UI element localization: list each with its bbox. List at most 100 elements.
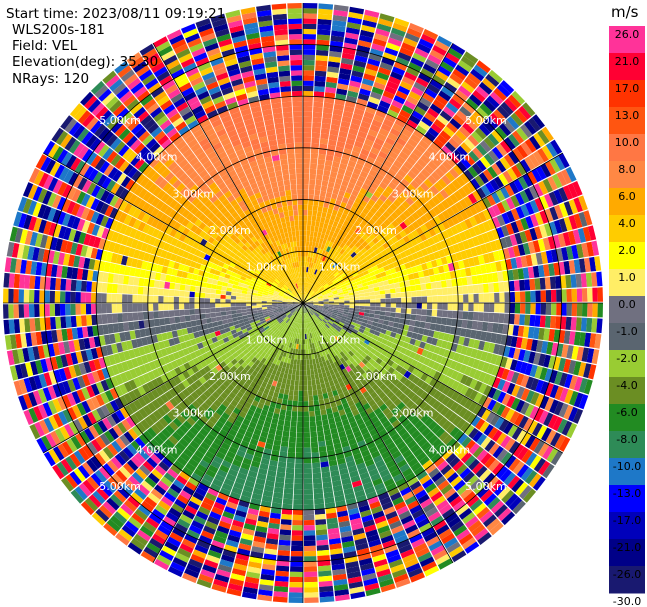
velocity-bin (308, 301, 314, 303)
velocity-bin (317, 565, 332, 572)
velocity-bin (365, 395, 373, 403)
velocity-bin (297, 406, 303, 412)
velocity-bin (548, 263, 555, 276)
velocity-bin (431, 438, 442, 449)
velocity-bin (326, 71, 339, 79)
velocity-bin (504, 292, 510, 303)
velocity-bin (529, 314, 536, 327)
velocity-bin (506, 116, 520, 130)
velocity-bin (351, 339, 358, 346)
velocity-bin (397, 352, 405, 360)
velocity-bin (550, 289, 557, 302)
velocity-bin (423, 254, 431, 263)
velocity-bin (351, 172, 360, 180)
velocity-bin (501, 393, 511, 406)
velocity-bin (441, 420, 452, 431)
velocity-bin (388, 336, 395, 343)
velocity-bin (491, 191, 501, 204)
velocity-bin (369, 310, 375, 314)
velocity-bin (452, 114, 465, 126)
velocity-bin (421, 296, 428, 303)
velocity-bin (315, 253, 319, 259)
velocity-bin (336, 252, 342, 259)
velocity-bin (365, 368, 373, 376)
velocity-bin (485, 116, 499, 130)
velocity-bin (323, 324, 329, 330)
velocity-bin (578, 211, 588, 227)
velocity-bin (309, 273, 313, 279)
velocity-bin (493, 313, 500, 323)
velocity-bin (486, 273, 494, 283)
velocity-bin (481, 321, 489, 332)
velocity-bin (509, 359, 518, 371)
velocity-bin (344, 37, 358, 45)
velocity-bin (448, 98, 462, 110)
velocity-bin (308, 194, 314, 201)
velocity-bin (341, 315, 348, 320)
velocity-bin (339, 303, 345, 305)
velocity-bin (340, 62, 353, 71)
velocity-bin (348, 249, 354, 256)
velocity-bin (539, 210, 549, 224)
velocity-bin (359, 306, 365, 310)
velocity-bin (317, 270, 321, 277)
velocity-bin (400, 164, 410, 174)
velocity-bin (387, 215, 395, 223)
velocity-bin (373, 286, 380, 292)
velocity-bin (475, 418, 486, 430)
velocity-bin (359, 308, 365, 313)
velocity-bin (395, 233, 403, 241)
velocity-bin (337, 168, 346, 175)
velocity-bin (512, 443, 525, 458)
velocity-bin (409, 279, 416, 286)
velocity-bin (299, 380, 303, 386)
velocity-bin (352, 328, 359, 334)
velocity-bin (483, 312, 489, 322)
velocity-bin (467, 134, 480, 147)
velocity-bin (501, 212, 511, 225)
velocity-bin (345, 32, 359, 40)
velocity-bin (404, 349, 412, 357)
velocity-bin (529, 364, 538, 378)
velocity-bin (480, 184, 491, 197)
velocity-bin (321, 117, 332, 125)
velocity-bin (483, 303, 490, 312)
velocity-bin (545, 429, 557, 445)
velocity-bin (333, 271, 340, 277)
velocity-bin (513, 348, 521, 360)
velocity-bin (539, 367, 548, 381)
velocity-bin (317, 277, 322, 282)
velocity-bin (500, 101, 514, 116)
velocity-bin (394, 423, 404, 433)
velocity-bin (304, 576, 318, 583)
velocity-bin (426, 188, 436, 199)
velocity-bin (345, 282, 352, 287)
velocity-bin (373, 455, 383, 464)
velocity-bin (392, 123, 404, 133)
velocity-bin (407, 273, 415, 280)
velocity-bin (406, 303, 412, 309)
velocity-bin (416, 43, 432, 54)
velocity-bin (318, 277, 323, 283)
velocity-bin (325, 229, 331, 236)
velocity-bin (358, 272, 365, 278)
velocity-bin (336, 325, 342, 331)
velocity-bin (303, 396, 309, 402)
velocity-bin (562, 185, 573, 200)
velocity-bin (445, 102, 459, 114)
velocity-bin (473, 380, 483, 392)
velocity-bin (392, 338, 400, 345)
velocity-bin (405, 313, 411, 320)
velocity-bin (278, 393, 284, 400)
velocity-bin (359, 88, 371, 97)
velocity-bin (386, 42, 401, 52)
velocity-bin (545, 142, 558, 158)
velocity-bin (303, 504, 314, 510)
velocity-bin (362, 432, 372, 440)
velocity-bin (345, 331, 351, 337)
velocity-bin (359, 299, 366, 303)
velocity-bin (348, 350, 355, 357)
velocity-bin (320, 339, 325, 346)
velocity-bin (300, 359, 303, 366)
velocity-bin (452, 460, 464, 472)
